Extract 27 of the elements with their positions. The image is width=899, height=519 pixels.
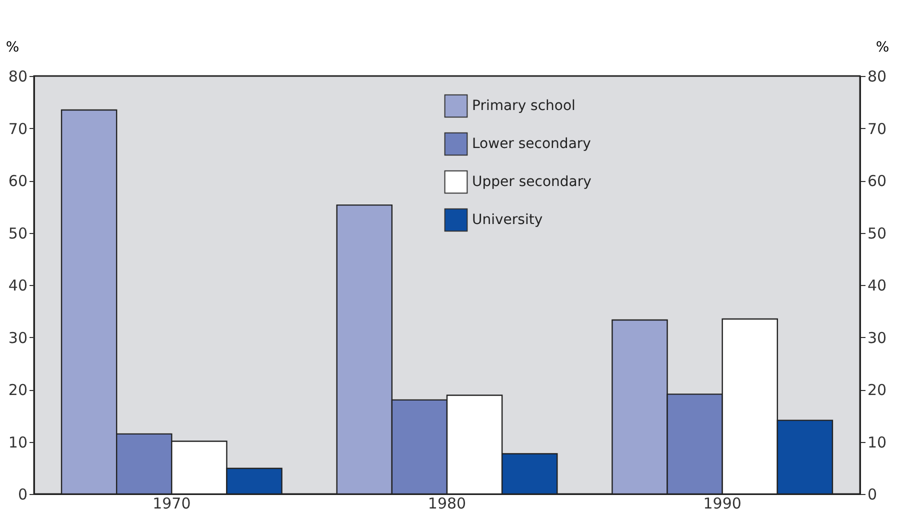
x-tick-label: 1980 [428, 494, 466, 512]
y-tick-label: 50 [8, 224, 28, 242]
y-tick-label: 70 [8, 120, 28, 138]
legend-label: University [472, 212, 543, 228]
y-tick-label: 10 [8, 433, 28, 452]
y-tick-label: 40 [8, 276, 28, 294]
x-tick-label: 1990 [703, 494, 742, 512]
y-tick-label: 60 [8, 172, 28, 190]
x-tick-label: 1970 [152, 494, 191, 512]
legend-label: Lower secondary [472, 136, 591, 152]
y2-axis-title: % [876, 40, 890, 56]
y2-tick-label: 40 [868, 276, 887, 294]
y-axis-title: % [6, 40, 20, 56]
y-tick-label: 30 [8, 328, 28, 347]
y-tick-label: 20 [8, 381, 28, 399]
legend-label: Primary school [472, 98, 576, 114]
y2-tick-label: 80 [868, 68, 887, 86]
y2-tick-label: 60 [868, 172, 887, 190]
y2-tick-label: 20 [868, 381, 887, 399]
y2-tick-label: 0 [868, 486, 878, 504]
y2-tick-label: 50 [868, 224, 887, 242]
y-tick-label: 0 [18, 486, 28, 504]
y-tick-label: 80 [8, 68, 28, 86]
legend-label: Upper secondary [472, 174, 592, 190]
y2-tick-label: 10 [868, 433, 887, 452]
y2-tick-label: 30 [868, 328, 887, 347]
y2-tick-label: 70 [868, 120, 887, 138]
